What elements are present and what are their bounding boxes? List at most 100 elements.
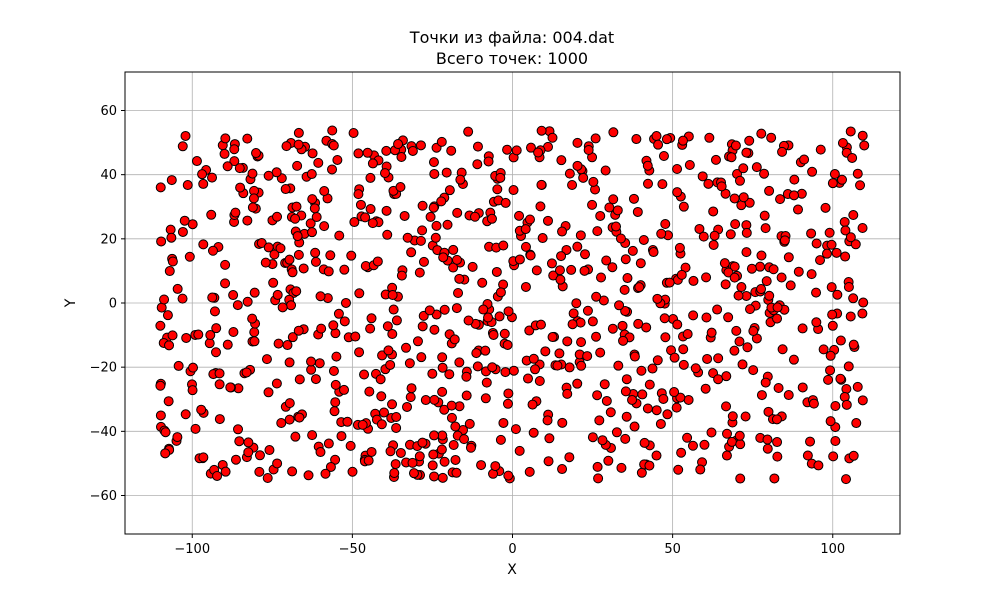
scatter-point [590,133,601,144]
scatter-point [319,186,330,197]
scatter-point [651,405,662,416]
scatter-point [478,304,489,315]
scatter-point [759,210,770,221]
scatter-point [567,319,578,330]
scatter-point [797,323,808,334]
scatter-point [736,282,747,293]
scatter-point [463,315,474,326]
scatter-point [331,351,342,362]
scatter-point [789,174,800,185]
scatter-point [713,374,724,385]
scatter-point [330,397,341,408]
scatter-point [592,390,603,401]
scatter-point [669,387,680,398]
scatter-point [437,430,448,441]
scatter-point [502,339,513,350]
scatter-point [600,165,611,176]
scatter-point [272,458,283,469]
scatter-point [546,258,557,269]
scatter-point [601,255,612,266]
scatter-point [620,254,631,265]
scatter-point [196,404,207,415]
scatter-point [359,369,370,380]
scatter-point [243,437,254,448]
scatter-point [256,238,267,249]
scatter-point [209,306,220,317]
scatter-point [269,249,280,260]
scatter-point [596,272,607,283]
scatter-point [234,163,245,174]
scatter-point [759,168,770,179]
scatter-point [376,419,387,430]
scatter-point [547,332,558,343]
scatter-point [365,204,376,215]
scatter-point [477,277,488,288]
scatter-point [472,141,483,152]
scatter-point [172,283,183,294]
scatter-point [771,414,782,425]
scatter-point [616,462,627,473]
scatter-point [634,282,645,293]
scatter-point [536,125,547,136]
y-tick-label: −20 [90,361,117,376]
scatter-point [417,200,428,211]
scatter-point [404,358,415,369]
scatter-point [607,323,618,334]
scatter-point [824,227,835,238]
scatter-point [783,390,794,401]
scatter-point [588,176,599,187]
scatter-point [280,184,291,195]
scatter-point [751,162,762,173]
scatter-point [429,430,440,441]
scatter-point [857,308,868,319]
scatter-point [678,201,689,212]
scatter-point [850,239,861,250]
scatter-point [835,373,846,384]
y-tick-label: 20 [100,232,117,247]
scatter-point [554,265,565,276]
chart-title-line-1: Точки из файла: 004.dat [409,28,614,47]
scatter-point [857,223,868,234]
scatter-point [709,230,720,241]
scatter-point [469,211,480,222]
scatter-point [429,471,440,482]
scatter-point [339,384,350,395]
scatter-point [848,339,859,350]
scatter-point [815,255,826,266]
scatter-point [487,362,498,373]
scatter-point [580,249,590,260]
scatter-point [638,234,649,245]
scatter-point [503,470,514,481]
scatter-point [820,202,831,213]
scatter-point [644,379,655,390]
scatter-point [350,331,361,342]
scatter-point [467,261,478,272]
scatter-point [336,431,347,442]
scatter-point [492,184,503,195]
scatter-point [277,302,288,313]
scatter-point [831,247,842,258]
scatter-point [726,436,737,447]
scatter-point [734,175,745,186]
scatter-point [716,181,727,192]
scatter-point [229,156,240,167]
scatter-point [402,232,413,243]
scatter-point [271,378,282,389]
scatter-point [357,419,368,430]
scatter-point [520,281,531,292]
scatter-point [272,289,283,300]
scatter-point [594,415,605,426]
scatter-point [582,351,593,362]
scatter-point [827,320,838,331]
scatter-point [281,141,292,152]
scatter-point [719,258,730,269]
scatter-point [848,210,859,221]
scatter-point [465,442,476,453]
scatter-point [620,433,631,444]
scatter-point [508,365,519,376]
scatter-point [845,232,856,243]
scatter-point [829,169,840,180]
scatter-point [395,182,406,193]
scatter-point [438,252,449,263]
scatter-point [310,374,321,385]
